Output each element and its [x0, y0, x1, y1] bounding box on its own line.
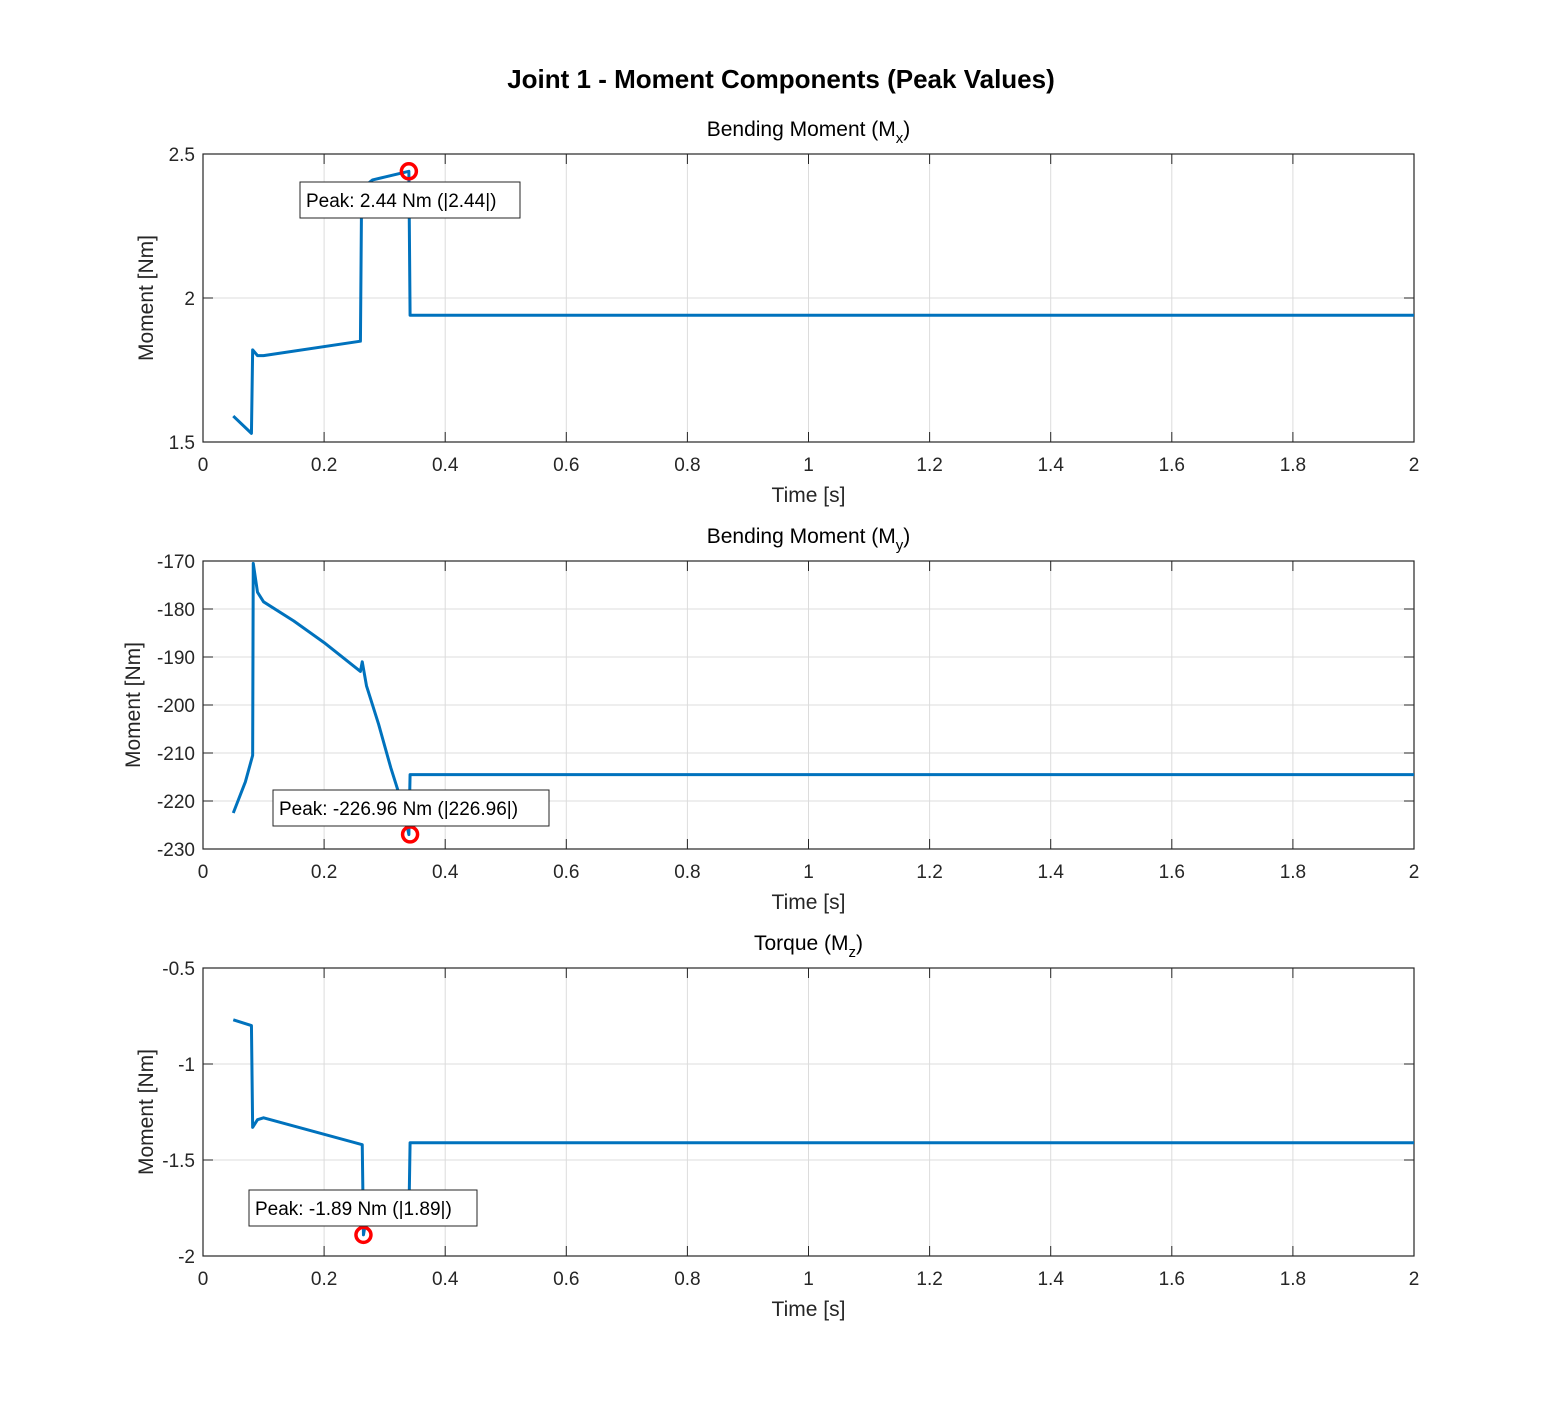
figure-title: Joint 1 - Moment Components (Peak Values…	[507, 64, 1055, 94]
axes-box	[202, 153, 1415, 443]
peak-label-box	[272, 789, 550, 827]
y-tick-label: -1	[178, 1055, 195, 1076]
peak-label: Peak: -226.96 Nm (|226.96|)	[279, 799, 518, 820]
y-tick-label: -210	[157, 744, 195, 765]
x-tick-label: 1	[803, 1269, 814, 1290]
peak-label: Peak: -1.89 Nm (|1.89|)	[255, 1199, 452, 1220]
subplot-1: 0 0.2 0.4 0.6 0.8 1 1.2 1.4 1.6 1.8 2 1.5 2 2.5 Peak: …	[135, 118, 1419, 507]
x-tick-label: 0.4	[432, 455, 459, 476]
y-tick-label: -0.5	[162, 959, 195, 980]
x-tick-label: 0.2	[311, 862, 337, 883]
x-tick-label: 1.8	[1280, 862, 1306, 883]
subplot-title-end: )	[903, 118, 910, 141]
x-tick-label: 0.4	[432, 1269, 459, 1290]
peak-marker	[399, 162, 419, 181]
x-tick-label: 1.6	[1159, 1269, 1185, 1290]
y-tick-label: -190	[157, 648, 195, 669]
x-tick-label: 1	[803, 862, 814, 883]
x-tick-label: 1.6	[1159, 862, 1185, 883]
peak-label-box	[248, 1189, 478, 1227]
subplot-title: Bending Moment (My)	[707, 525, 911, 554]
y-axis-label: Moment [Nm]	[122, 642, 145, 768]
subplot-title-subscript: z	[849, 944, 857, 961]
x-axis-label: Time [s]	[772, 1298, 846, 1321]
subplot-title-end: )	[856, 932, 863, 955]
subplot-title: Torque (Mz)	[754, 932, 863, 961]
subplot-title-main: Torque (M	[754, 932, 849, 955]
x-tick-label: 0.2	[311, 1269, 337, 1290]
subplot-title-main: Bending Moment (M	[707, 118, 896, 141]
x-tick-label: 1.2	[916, 862, 942, 883]
x-tick-label: 1.4	[1037, 455, 1064, 476]
subplot-title-subscript: x	[896, 130, 904, 147]
peak-label: Peak: 2.44 Nm (|2.44|)	[306, 191, 496, 212]
y-tick-label: -200	[157, 696, 195, 717]
subplot-title: Bending Moment (Mx)	[707, 118, 911, 147]
x-tick-label: 0.6	[553, 1269, 579, 1290]
x-tick-label: 1.8	[1280, 455, 1306, 476]
peak-marker	[400, 825, 420, 844]
subplot-3: 0 0.2 0.4 0.6 0.8 1 1.2 1.4 1.6 1.8 2 -2 -1.5 -1 -0.5 P…	[135, 932, 1419, 1321]
y-tick-label: -170	[157, 552, 195, 573]
x-tick-label: 1	[803, 455, 814, 476]
x-tick-label: 0.6	[553, 862, 579, 883]
axes-box	[202, 967, 1415, 1257]
x-tick-label: 1.8	[1280, 1269, 1306, 1290]
y-axis-label: Moment [Nm]	[135, 1049, 158, 1175]
x-tick-label: 2	[1409, 1269, 1420, 1290]
x-tick-label: 0.8	[674, 862, 700, 883]
subplot-2: 0 0.2 0.4 0.6 0.8 1 1.2 1.4 1.6 1.8 2 -230 -220 -210 -…	[122, 525, 1419, 914]
y-tick-label: 1.5	[169, 433, 195, 454]
x-tick-label: 0.4	[432, 862, 459, 883]
x-tick-label: 0.8	[674, 1269, 700, 1290]
x-axis-label: Time [s]	[772, 891, 846, 914]
x-tick-label: 2	[1409, 862, 1420, 883]
subplot-title-main: Bending Moment (M	[707, 525, 896, 548]
y-tick-label: -230	[157, 840, 195, 861]
y-tick-label: 2.5	[169, 145, 195, 166]
x-tick-label: 1.4	[1037, 862, 1064, 883]
x-tick-label: 1.2	[916, 455, 942, 476]
y-tick-label: -220	[157, 792, 195, 813]
y-tick-label: -180	[157, 600, 195, 621]
peak-marker	[354, 1225, 373, 1245]
y-tick-label: -1.5	[162, 1151, 195, 1172]
y-axis-label: Moment [Nm]	[135, 235, 158, 361]
x-tick-label: 1.6	[1159, 455, 1185, 476]
x-tick-label: 0.6	[553, 455, 579, 476]
x-tick-label: 0.8	[674, 455, 700, 476]
x-tick-label: 0	[198, 455, 209, 476]
x-tick-label: 0	[198, 1269, 209, 1290]
x-tick-label: 0.2	[311, 455, 337, 476]
axes-box	[202, 560, 1415, 850]
y-tick-label: 2	[184, 289, 195, 310]
x-tick-label: 0	[198, 862, 209, 883]
x-tick-label: 1.4	[1037, 1269, 1064, 1290]
x-tick-label: 2	[1409, 455, 1420, 476]
subplot-title-subscript: y	[896, 537, 904, 554]
x-tick-label: 1.2	[916, 1269, 942, 1290]
subplot-title-end: )	[903, 525, 910, 548]
x-axis-label: Time [s]	[772, 484, 846, 507]
peak-label-box	[299, 181, 521, 219]
y-tick-label: -2	[178, 1247, 195, 1268]
